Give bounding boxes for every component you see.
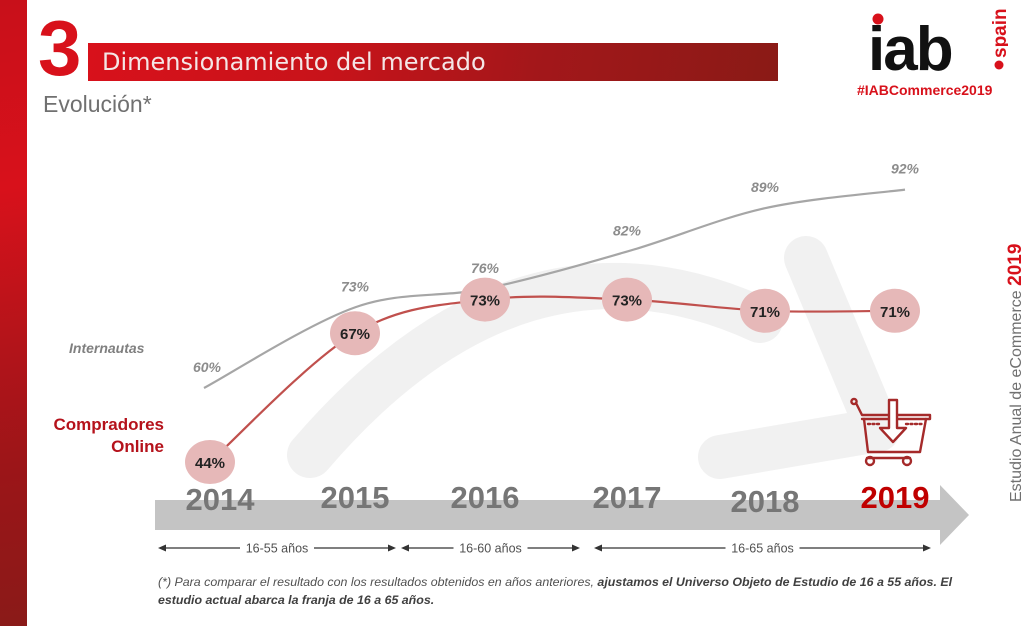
arrow-left-icon (401, 544, 409, 552)
legend-compradores-line1: Compradores (53, 415, 164, 434)
logo-text: iab (868, 15, 952, 76)
footnote: (*) Para comparar el resultado con los r… (158, 573, 978, 609)
shopping-basket-download-icon (850, 397, 932, 467)
data-marker-compradores (330, 311, 380, 356)
data-label-compradores: 67% (340, 326, 370, 343)
section-number: 3 (38, 4, 81, 92)
logo-sub-dot (994, 60, 1004, 70)
data-marker-compradores (870, 288, 920, 333)
background-curved-arrow (287, 263, 783, 478)
data-label-compradores: 73% (612, 293, 642, 310)
age-range-label: 16-55 años (246, 542, 309, 556)
data-label-internautas: 60% (193, 359, 222, 375)
series-layer: 60% 73% 76% 82% 89% 92% 44% 67% 73% 73% 71% 71% (185, 161, 920, 484)
legend-internautas: Internautas (69, 340, 145, 356)
x-tick-label: 2019 (861, 480, 930, 515)
arrow-right-icon (572, 544, 580, 552)
data-label-internautas: 73% (341, 278, 370, 294)
data-marker-compradores (740, 288, 790, 333)
data-label-compradores: 73% (470, 293, 500, 310)
series-line-internautas (203, 188, 906, 389)
x-tick-label: 2016 (451, 480, 520, 515)
age-range-label: 16-65 años (731, 542, 794, 556)
footnote-bold: ajustamos el Universo Objeto de Estudio … (158, 575, 953, 607)
arrow-right-icon (923, 544, 931, 552)
legend-compradores-line2: Online (111, 437, 164, 456)
page-title: Dimensionamiento del mercado (102, 48, 486, 76)
background-arrow-head (698, 236, 900, 479)
logo-sub-text: spain (990, 8, 1008, 58)
data-label-compradores: 71% (880, 304, 910, 321)
arrow-right-icon (388, 544, 396, 552)
age-range-label-bg (453, 539, 528, 557)
age-range-arrows: 16-55 años 16-60 años 16-65 años (158, 539, 931, 557)
data-marker-compradores (185, 440, 235, 484)
data-label-internautas: 76% (471, 260, 500, 276)
footnote-normal: (*) Para comparar el resultado con los r… (158, 575, 598, 589)
data-label-compradores: 44% (195, 455, 225, 472)
data-label-compradores: 71% (750, 304, 780, 321)
decorative-left-bar (0, 0, 27, 626)
data-label-internautas: 92% (891, 161, 920, 177)
arrow-left-icon (594, 544, 602, 552)
logo-dot (872, 13, 884, 25)
x-tick-label: 2017 (593, 480, 662, 515)
data-marker-compradores (460, 277, 510, 322)
x-tick-label: 2015 (321, 480, 390, 515)
page-subtitle: Evolución* (43, 91, 152, 117)
data-label-internautas: 82% (613, 223, 642, 239)
x-tick-label: 2018 (731, 484, 800, 519)
legend-compradores-online: Compradores Online (53, 414, 164, 458)
age-range-label: 16-60 años (459, 542, 522, 556)
year-labels: 2014 2015 2016 2017 2018 2019 (186, 480, 930, 519)
hashtag: #IABCommerce2019 (857, 82, 993, 98)
iab-spain-logo: iab spain (868, 8, 1008, 76)
x-tick-label: 2014 (186, 482, 256, 517)
age-range-label-bg (725, 539, 800, 557)
title-banner (88, 43, 778, 81)
arrow-left-icon (158, 544, 166, 552)
age-range-label-bg (240, 539, 314, 557)
data-marker-compradores (602, 277, 652, 322)
timeline-arrow (155, 485, 969, 545)
data-label-internautas: 89% (751, 179, 780, 195)
